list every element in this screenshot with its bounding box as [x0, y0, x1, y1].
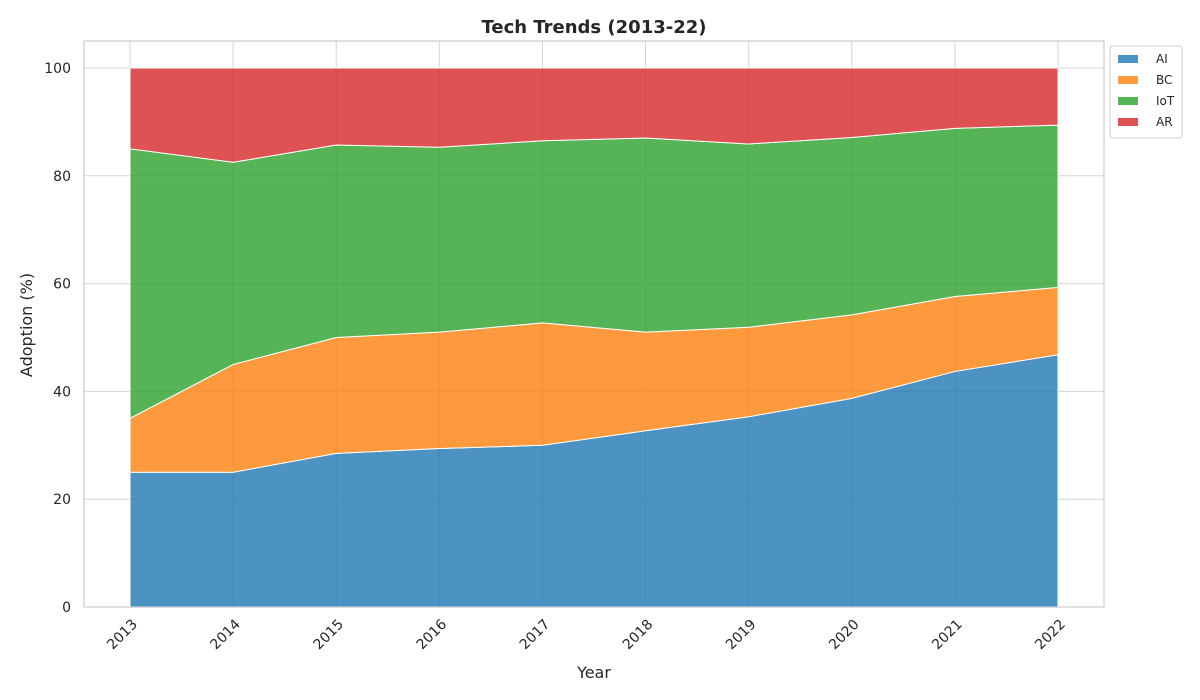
area-series [129, 67, 1059, 608]
y-tick-label: 0 [62, 600, 71, 616]
x-axis-title: Year [576, 663, 611, 682]
chart-title: Tech Trends (2013-22) [482, 17, 707, 38]
legend-label-ar: AR [1156, 115, 1173, 129]
plot-frame [83, 40, 1105, 608]
legend-label-bc: BC [1156, 73, 1172, 87]
y-tick-label: 80 [53, 169, 71, 185]
legend: AI BC IoT AR [1109, 45, 1183, 139]
y-tick-label: 20 [53, 492, 71, 508]
y-tick-labels: 0 20 40 60 80 100 [44, 61, 71, 616]
y-tick-label: 60 [53, 277, 71, 293]
area-ar [129, 67, 1059, 163]
legend-label-iot: IoT [1156, 94, 1175, 108]
y-tick-label: 100 [44, 61, 71, 77]
y-tick-label: 40 [53, 384, 71, 400]
legend-swatch-iot [1118, 97, 1138, 105]
y-axis-title: Adoption (%) [17, 273, 36, 377]
legend-box [1109, 45, 1183, 139]
legend-swatch-ai [1118, 55, 1138, 63]
legend-label-ai: AI [1156, 52, 1168, 66]
legend-swatch-bc [1118, 76, 1138, 84]
legend-swatch-ar [1118, 118, 1138, 126]
